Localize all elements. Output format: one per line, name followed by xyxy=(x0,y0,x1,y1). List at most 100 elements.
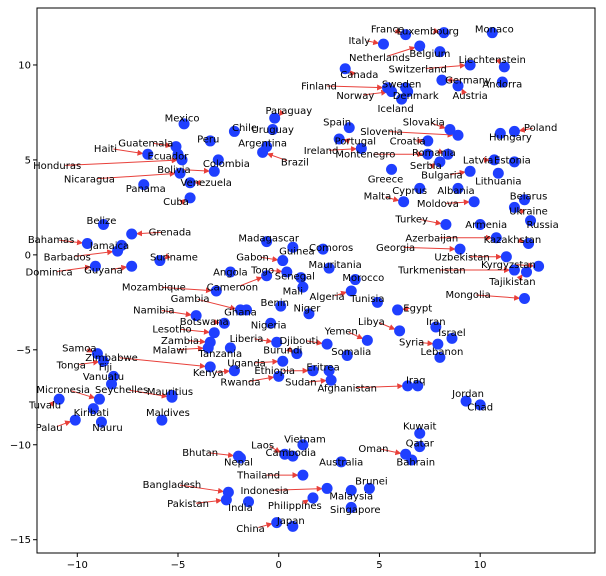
point-label: Tuvalu xyxy=(28,400,61,411)
data-point xyxy=(307,365,319,377)
data-point xyxy=(422,135,434,147)
point-label: Malaysia xyxy=(329,492,373,503)
point-label: Zambia xyxy=(161,336,199,347)
annotation-arrow xyxy=(308,377,327,384)
data-point xyxy=(474,218,486,230)
point-label: Mauritius xyxy=(147,387,193,398)
x-tick-label: 5 xyxy=(376,560,382,571)
data-point xyxy=(521,266,533,278)
data-point xyxy=(303,308,315,320)
data-point xyxy=(89,260,101,272)
point-label: Tonga xyxy=(56,361,86,372)
point-label: Pakistan xyxy=(167,499,209,510)
y-tick-label: −15 xyxy=(10,535,31,546)
point-label: Ethiopia xyxy=(254,366,295,377)
point-label: Azerbaijan xyxy=(405,233,458,244)
point-label: Cyprus xyxy=(392,186,427,197)
data-point xyxy=(452,129,464,141)
point-label: Italy xyxy=(348,36,370,47)
data-point xyxy=(178,118,190,130)
annotation-arrow xyxy=(269,445,281,453)
data-point xyxy=(452,182,464,194)
annotation-arrow xyxy=(266,152,288,162)
point-label: Spain xyxy=(323,117,351,128)
annotation-arrow xyxy=(113,148,144,156)
data-point xyxy=(281,266,293,278)
point-label: Bolivia xyxy=(157,165,190,176)
data-point xyxy=(414,182,426,194)
annotation-arrow xyxy=(386,46,416,57)
data-point xyxy=(325,374,337,386)
data-point xyxy=(396,93,408,105)
point-label: Jordan xyxy=(451,389,484,400)
data-point xyxy=(494,127,506,139)
data-point xyxy=(184,192,196,204)
point-label: Slovenia xyxy=(360,127,403,138)
annotation-arrow xyxy=(401,305,410,312)
point-label: Chile xyxy=(232,123,257,134)
point-label: Benin xyxy=(260,298,288,309)
point-label: Nauru xyxy=(92,423,122,434)
data-point xyxy=(204,135,216,147)
annotation-arrow xyxy=(181,167,210,174)
data-point xyxy=(323,365,335,377)
annotation-arrow xyxy=(329,146,357,153)
annotation-arrow xyxy=(461,88,467,96)
point-label: Kuwait xyxy=(403,421,436,432)
data-point xyxy=(112,245,124,257)
point-label: Nepal xyxy=(224,457,253,468)
data-point xyxy=(468,196,480,208)
point-label: Chad xyxy=(467,402,493,413)
point-label: Cambodia xyxy=(266,448,317,459)
data-point xyxy=(406,454,418,466)
x-tick-label: −10 xyxy=(67,560,88,571)
point-label: Philippines xyxy=(268,501,322,512)
point-label: Niger xyxy=(293,304,321,315)
point-label: Mexico xyxy=(165,114,200,125)
annotation-arrow xyxy=(419,340,434,347)
data-point xyxy=(377,38,389,50)
data-point xyxy=(442,148,454,160)
point-label: Vietnam xyxy=(284,435,326,446)
point-label: Switzerland xyxy=(389,64,447,75)
annotation-arrow xyxy=(97,170,176,180)
point-label: Algeria xyxy=(310,292,345,303)
annotation-arrows xyxy=(48,27,535,529)
point-label: Bhutan xyxy=(182,448,218,459)
point-label: Fiji xyxy=(99,362,112,373)
annotation-arrow xyxy=(129,389,168,399)
point-label: Israel xyxy=(438,328,465,339)
data-point xyxy=(261,236,273,248)
data-point xyxy=(166,389,178,401)
data-point xyxy=(106,378,118,390)
data-point xyxy=(224,266,236,278)
data-point xyxy=(400,29,412,41)
data-point xyxy=(508,125,520,137)
point-label: Greece xyxy=(368,174,404,185)
point-label: Rwanda xyxy=(220,378,260,389)
data-point xyxy=(432,338,444,350)
point-label: Jamaica xyxy=(89,241,129,252)
data-point xyxy=(174,167,186,179)
annotation-arrow xyxy=(56,264,92,272)
point-label: Turkmenistan xyxy=(397,266,465,277)
point-label: Afghanistan xyxy=(317,383,377,394)
point-label: Canada xyxy=(340,70,378,81)
point-label: Dominica xyxy=(26,267,73,278)
data-point xyxy=(508,201,520,213)
annotation-arrow xyxy=(179,484,225,494)
data-point xyxy=(394,325,406,337)
point-label: Oman xyxy=(358,444,388,455)
point-label: Liechtenstein xyxy=(459,55,526,66)
annotation-arrow xyxy=(208,452,235,459)
data-point xyxy=(355,143,367,155)
annotation-arrow xyxy=(394,27,402,34)
data-point xyxy=(386,86,398,98)
data-point xyxy=(518,194,530,206)
data-point xyxy=(126,228,138,240)
point-label: Djibouti xyxy=(279,336,318,347)
data-point xyxy=(271,517,283,529)
point-label: Belize xyxy=(86,216,116,227)
point-label: Iraq xyxy=(406,376,426,387)
